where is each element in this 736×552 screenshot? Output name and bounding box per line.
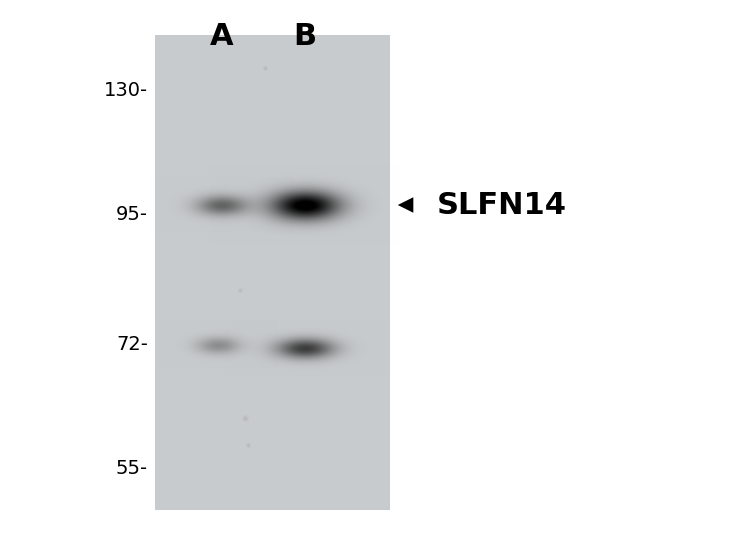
Text: B: B	[294, 22, 316, 51]
Text: 95-: 95-	[116, 205, 148, 225]
Text: A: A	[210, 22, 234, 51]
Text: SLFN14: SLFN14	[437, 190, 567, 220]
Text: 72-: 72-	[116, 336, 148, 354]
Text: 55-: 55-	[116, 459, 148, 477]
Text: 130-: 130-	[104, 81, 148, 99]
